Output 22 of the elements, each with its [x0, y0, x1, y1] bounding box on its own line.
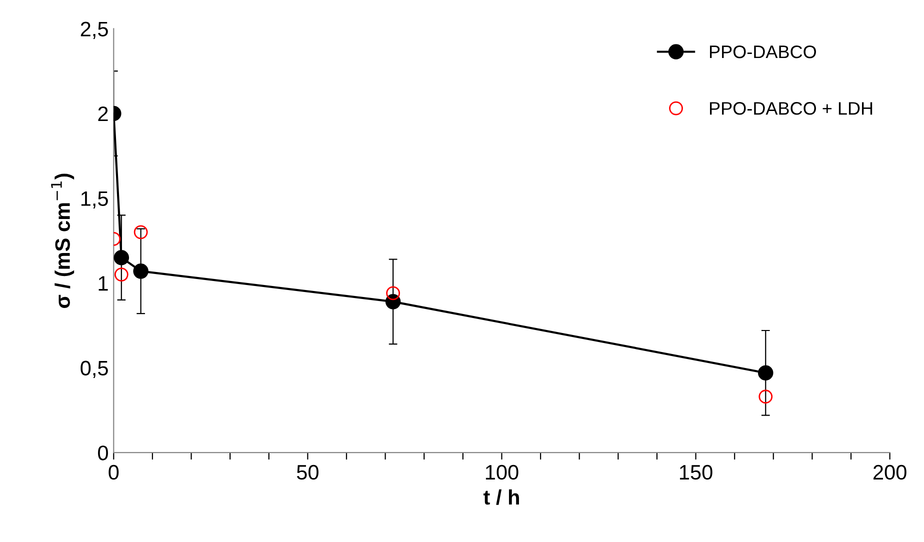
x-tick-label: 50 — [296, 464, 318, 480]
x-tick-label: 0 — [108, 464, 119, 480]
x-axis-title: t / h — [483, 489, 519, 505]
y-tick-label: 1,5 — [81, 191, 108, 208]
point — [114, 250, 130, 266]
y-tick-label: 0,5 — [80, 360, 108, 378]
x-tick-label: 200 — [873, 464, 906, 480]
point — [758, 365, 774, 381]
legend-label: PPO-DABCO + LDH — [710, 102, 872, 115]
point — [134, 225, 148, 240]
y-tick-label: 0 — [98, 446, 108, 460]
point — [133, 264, 148, 279]
point — [386, 286, 400, 300]
y-tick-label: 2,5 — [80, 22, 108, 39]
legend-label: PPO-DABCO — [710, 45, 816, 58]
point — [758, 390, 773, 404]
x-tick-label: 100 — [486, 464, 518, 480]
y-tick-label: 2 — [98, 106, 108, 122]
point — [114, 268, 128, 282]
x-tick-label: 150 — [680, 464, 712, 480]
y-axis-title: σ / (mS cm$^{−1}$) — [51, 174, 74, 308]
y-tick-label: 1 — [98, 276, 108, 291]
